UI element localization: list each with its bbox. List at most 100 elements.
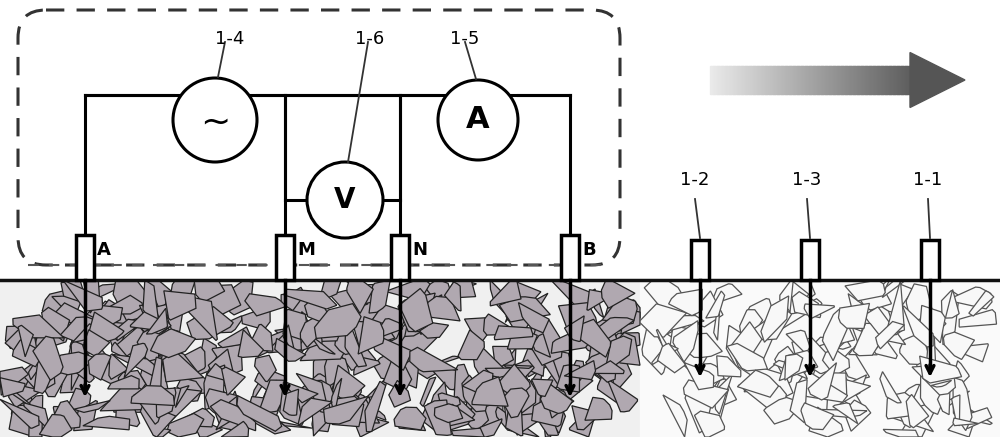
- Polygon shape: [588, 320, 617, 364]
- Polygon shape: [822, 309, 850, 361]
- Polygon shape: [9, 368, 50, 408]
- Polygon shape: [737, 370, 779, 397]
- Polygon shape: [931, 380, 952, 387]
- Polygon shape: [144, 325, 176, 367]
- Polygon shape: [196, 338, 218, 376]
- Polygon shape: [464, 318, 491, 343]
- Polygon shape: [903, 306, 933, 347]
- Polygon shape: [149, 426, 171, 437]
- Polygon shape: [445, 280, 476, 298]
- Polygon shape: [356, 325, 398, 347]
- Polygon shape: [142, 313, 179, 339]
- Polygon shape: [739, 380, 786, 411]
- Polygon shape: [373, 352, 398, 381]
- Circle shape: [438, 80, 518, 160]
- Polygon shape: [39, 414, 72, 437]
- Polygon shape: [140, 403, 176, 437]
- Polygon shape: [897, 394, 921, 427]
- Polygon shape: [0, 399, 39, 428]
- Polygon shape: [497, 360, 534, 391]
- Polygon shape: [187, 373, 224, 394]
- Polygon shape: [74, 400, 110, 413]
- Polygon shape: [29, 343, 52, 380]
- Polygon shape: [420, 397, 475, 432]
- Polygon shape: [509, 280, 541, 308]
- Polygon shape: [389, 381, 410, 407]
- Polygon shape: [131, 385, 174, 406]
- Polygon shape: [849, 337, 880, 355]
- Polygon shape: [112, 342, 131, 361]
- Polygon shape: [96, 320, 129, 340]
- Polygon shape: [83, 280, 100, 313]
- Polygon shape: [113, 326, 145, 357]
- Polygon shape: [146, 328, 171, 364]
- Polygon shape: [551, 331, 595, 353]
- Polygon shape: [139, 305, 158, 326]
- Polygon shape: [811, 356, 825, 383]
- Polygon shape: [18, 326, 33, 357]
- Polygon shape: [253, 371, 272, 401]
- Polygon shape: [748, 336, 773, 364]
- Polygon shape: [169, 280, 195, 303]
- Polygon shape: [140, 333, 158, 369]
- Polygon shape: [71, 332, 94, 382]
- Polygon shape: [143, 304, 171, 323]
- Polygon shape: [838, 303, 869, 329]
- Polygon shape: [569, 322, 601, 352]
- Polygon shape: [356, 416, 389, 437]
- Polygon shape: [517, 385, 541, 423]
- Polygon shape: [161, 388, 202, 426]
- Polygon shape: [619, 294, 630, 331]
- Polygon shape: [210, 399, 256, 431]
- Polygon shape: [219, 404, 249, 418]
- Polygon shape: [420, 377, 436, 406]
- Polygon shape: [746, 298, 777, 337]
- Polygon shape: [300, 316, 332, 347]
- Polygon shape: [740, 310, 763, 350]
- Polygon shape: [948, 410, 976, 437]
- Polygon shape: [393, 346, 439, 378]
- Polygon shape: [156, 388, 176, 418]
- Polygon shape: [673, 321, 698, 362]
- Polygon shape: [394, 407, 426, 430]
- Polygon shape: [283, 389, 299, 415]
- Polygon shape: [814, 337, 833, 367]
- Polygon shape: [138, 343, 166, 358]
- Polygon shape: [540, 403, 563, 425]
- Polygon shape: [804, 304, 835, 319]
- Polygon shape: [72, 324, 100, 343]
- Polygon shape: [118, 371, 148, 398]
- Polygon shape: [251, 396, 282, 419]
- Polygon shape: [363, 310, 389, 343]
- Polygon shape: [702, 389, 729, 423]
- Polygon shape: [951, 344, 988, 362]
- Polygon shape: [403, 295, 442, 316]
- Polygon shape: [952, 395, 960, 426]
- Polygon shape: [790, 282, 809, 314]
- Polygon shape: [773, 361, 807, 379]
- Polygon shape: [280, 422, 312, 428]
- Polygon shape: [532, 395, 566, 427]
- FancyBboxPatch shape: [18, 10, 620, 265]
- Polygon shape: [390, 316, 428, 358]
- Polygon shape: [852, 328, 885, 350]
- Polygon shape: [372, 319, 403, 340]
- Polygon shape: [275, 328, 313, 353]
- Polygon shape: [25, 363, 51, 391]
- Polygon shape: [920, 356, 962, 383]
- Polygon shape: [70, 331, 90, 360]
- Polygon shape: [143, 280, 158, 319]
- Polygon shape: [124, 343, 148, 378]
- Polygon shape: [522, 349, 545, 376]
- Polygon shape: [24, 403, 51, 432]
- Polygon shape: [137, 330, 162, 361]
- Polygon shape: [238, 329, 264, 357]
- Polygon shape: [264, 380, 277, 409]
- Polygon shape: [474, 402, 503, 429]
- Polygon shape: [490, 280, 515, 323]
- Polygon shape: [656, 329, 675, 361]
- Circle shape: [173, 78, 257, 162]
- Polygon shape: [858, 281, 891, 311]
- Polygon shape: [503, 365, 533, 368]
- Polygon shape: [942, 291, 959, 345]
